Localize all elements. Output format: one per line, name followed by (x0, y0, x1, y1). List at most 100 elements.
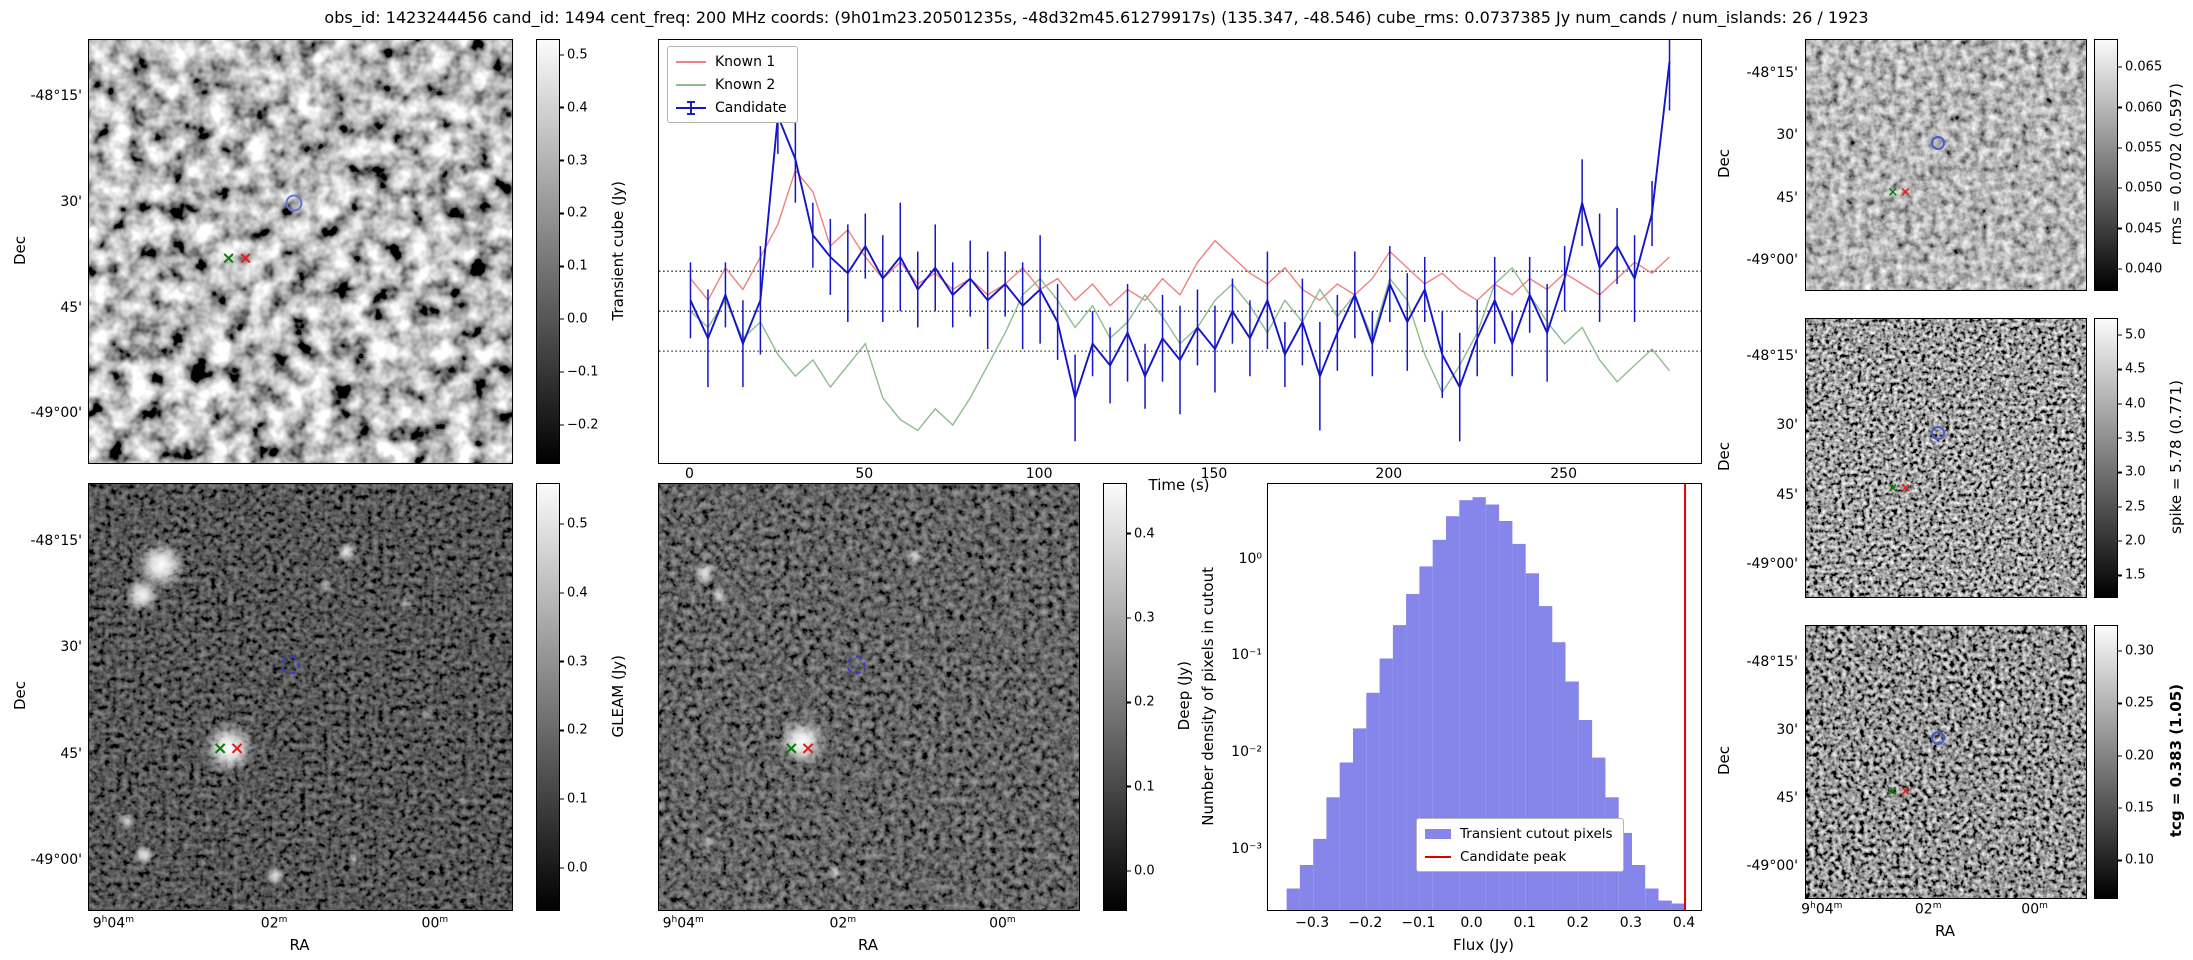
legend-entry-label: Candidate (715, 99, 787, 116)
flux-tick-label: 0.1 (1513, 915, 1536, 931)
source-blob (197, 648, 210, 661)
time-tick-label: 100 (1025, 466, 1053, 482)
lightcurve-canvas (659, 40, 1701, 442)
density-tick-label: 10⁻³ (1231, 840, 1262, 857)
dec-tick-label: 30' (1776, 721, 1798, 738)
lightcurve-xticks: 0 50 100 150 200 250 (658, 466, 1700, 486)
x-marker: × (800, 738, 816, 760)
gleam-image: × × (88, 483, 513, 911)
hist-bar (1326, 797, 1340, 910)
source-blob (773, 713, 830, 770)
colorbar-tick-label: 0.3 (1127, 610, 1155, 625)
candidate-circle-marker (1930, 425, 1945, 440)
colorbar-gradient (536, 483, 560, 911)
source-blob (121, 574, 162, 615)
density-tick-label: 10⁰ (1238, 550, 1262, 567)
flux-tick-label: −0.3 (1295, 915, 1330, 931)
spike-noise-image (1806, 319, 2086, 597)
colorbar-tick-label: 0.5 (560, 517, 588, 532)
flux-tick-label: −0.1 (1401, 915, 1436, 931)
colorbar-ticks: 0.30 0.25 0.20 0.15 0.10 (2118, 625, 2193, 897)
rms-image: × × (1805, 39, 2087, 291)
colorbar-tick-label: 0.4 (560, 100, 588, 115)
x-marker: × (212, 738, 228, 760)
ra-tick-label: 02m (829, 915, 857, 932)
colorbar-tick-label: −0.2 (560, 417, 599, 432)
colorbar-gradient (2094, 625, 2118, 899)
dec-tick-label: -49°00' (1746, 857, 1798, 874)
colorbar-tick-label: 0.055 (2118, 140, 2162, 155)
time-tick-label: 250 (1550, 466, 1577, 482)
x-marker: × (1887, 783, 1899, 799)
dec-tick-label: 30' (1776, 417, 1798, 434)
gleam-colorbar: 0.5 0.4 0.3 0.2 0.1 0.0 (536, 483, 640, 911)
colorbar-tick-label: 2.0 (2118, 534, 2146, 549)
legend-entry-candidate: Candidate (674, 96, 787, 119)
source-blob (197, 717, 260, 780)
ra-axis-label: RA (1934, 922, 1956, 940)
hist-bar (1313, 838, 1327, 910)
flux-tick-label: 0.3 (1619, 915, 1643, 931)
x-marker: × (238, 248, 253, 269)
ra-tick-label: 00m (2021, 901, 2048, 918)
colorbar-tick-label: 0.3 (560, 654, 588, 669)
transient-dec-ticks: -48°15' 30' 45' -49°00' (30, 39, 82, 462)
deep-colorbar: 0.4 0.3 0.2 0.1 0.0 (1103, 483, 1207, 911)
legend-entry-label: Transient cutout pixels (1460, 825, 1613, 842)
hist-bar (1472, 497, 1486, 910)
legend-entry-label: Candidate peak (1460, 848, 1567, 865)
colorbar-tick-label: 0.4 (560, 585, 588, 600)
colorbar-tick-label: 1.5 (2118, 568, 2146, 583)
colorbar-tick-label: 0.10 (2118, 853, 2154, 868)
transient-colorbar-label-wrap: Transient cube (Jy) (606, 39, 630, 462)
colorbar-tick-label: 0.1 (560, 259, 588, 274)
colorbar-tick-label: 0.060 (2118, 100, 2162, 115)
colorbar-tick-label: 5.0 (2118, 328, 2146, 343)
colorbar-tick-label: 0.3 (560, 153, 588, 168)
histogram-legend: Transient cutout pixels Candidate peak (1416, 818, 1624, 872)
rms-colorbar: 0.065 0.060 0.055 0.050 0.045 0.040 (2094, 39, 2193, 291)
density-tick-label: 10⁻² (1231, 744, 1262, 761)
colorbar-tick-label: 4.0 (2118, 396, 2146, 411)
transient-colorbar: 0.5 0.4 0.3 0.2 0.1 0.0 −0.1 −0.2 (536, 39, 640, 464)
gleam-ra-ticks: 9h04m 02m 00m (88, 915, 511, 935)
transient-noise-image (89, 40, 512, 463)
series-known-1 (689, 168, 1670, 307)
flux-tick-label: −0.2 (1348, 915, 1383, 931)
colorbar-gradient (2094, 39, 2118, 291)
legend-entry-candidate-peak: Candidate peak (1423, 845, 1613, 868)
candidate-circle-marker (280, 655, 300, 675)
spike-image: × × (1805, 318, 2087, 598)
gleam-colorbar-label: GLEAM (Jy) (609, 654, 627, 738)
legend-line-sample (676, 60, 706, 63)
legend-patch-sample (1425, 828, 1451, 839)
ra-tick-label: 00m (989, 915, 1016, 932)
candidate-circle-marker (1930, 730, 1945, 745)
x-marker: × (229, 738, 245, 760)
colorbar-tick-label: 2.5 (2118, 499, 2146, 514)
ra-axis-label: RA (289, 936, 310, 954)
source-blob (893, 640, 904, 651)
dec-tick-label: -48°15' (1746, 653, 1798, 670)
transient-dec-axis: Dec (8, 39, 32, 462)
dec-tick-label: -48°15' (1746, 64, 1798, 81)
dec-axis-label: Dec (1715, 442, 1733, 472)
colorbar-tick-label: 0.045 (2118, 221, 2162, 236)
transient-cube-image: × × (88, 39, 513, 464)
source-blob (709, 584, 730, 605)
dec-tick-label: -48°15' (30, 88, 82, 105)
legend-entry-known-1: Known 1 (674, 50, 787, 73)
deep-colorbar-label-wrap: Deep (Jy) (1172, 483, 1196, 909)
tcg-ra-ticks: 9h04m 02m 00m (1801, 901, 2085, 921)
source-blob (701, 833, 718, 850)
hist-bar (1499, 521, 1513, 910)
candidate-circle-marker (1930, 135, 1945, 150)
dec-tick-label: 45' (60, 299, 82, 316)
colorbar-gradient (1103, 483, 1127, 911)
hist-bar (1392, 625, 1407, 910)
colorbar-ticks: 0.4 0.3 0.2 0.1 0.0 (1127, 483, 1203, 909)
colorbar-gradient (536, 39, 560, 464)
dec-tick-label: 30' (60, 639, 82, 655)
x-marker: × (1887, 480, 1899, 496)
colorbar-tick-label: 0.20 (2118, 748, 2154, 763)
